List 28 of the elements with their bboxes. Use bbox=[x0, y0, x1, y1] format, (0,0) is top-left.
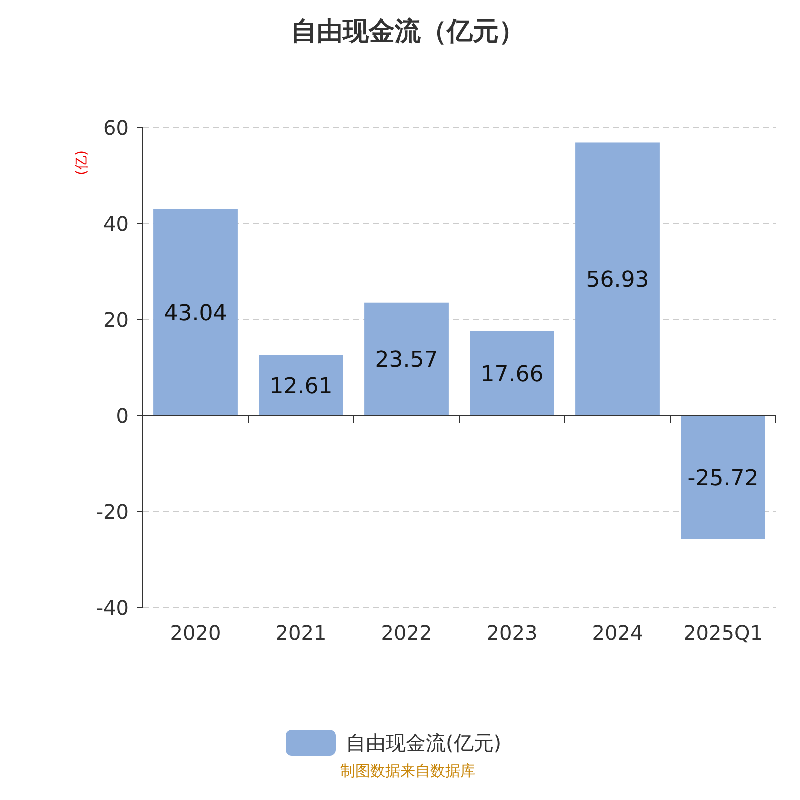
legend-label: 自由现金流(亿元) bbox=[346, 731, 502, 755]
bar bbox=[364, 302, 449, 416]
x-tick-label: 2025Q1 bbox=[684, 621, 763, 645]
data-label: 56.93 bbox=[586, 268, 650, 294]
data-label: -25.72 bbox=[688, 466, 759, 492]
bar bbox=[681, 416, 766, 540]
y-tick-label: 20 bbox=[104, 308, 129, 332]
bar bbox=[576, 142, 660, 416]
x-tick-label: 2024 bbox=[592, 621, 644, 645]
chart-title: 自由现金流（亿元） bbox=[291, 17, 525, 47]
text: 制图数据来自数据库 bbox=[340, 762, 476, 780]
x-tick-label: 2021 bbox=[276, 621, 327, 645]
y-tick-label: -20 bbox=[96, 500, 129, 524]
y-axis-title: (亿) bbox=[74, 150, 90, 176]
x-tick-label: 2023 bbox=[486, 621, 538, 645]
bar bbox=[470, 331, 554, 416]
y-tick-label: 60 bbox=[104, 116, 129, 140]
x-tick-label: 2020 bbox=[170, 621, 222, 645]
y-tick-label: 0 bbox=[116, 404, 129, 428]
data-label: 23.57 bbox=[375, 348, 438, 374]
y-tick-label: -40 bbox=[96, 596, 129, 620]
x-tick-label: 2022 bbox=[381, 621, 432, 645]
y-tick-label: 40 bbox=[104, 212, 129, 236]
data-label: 12.61 bbox=[270, 374, 333, 400]
data-label: 17.66 bbox=[480, 362, 544, 388]
data-label: 43.04 bbox=[164, 301, 228, 326]
bar bbox=[154, 209, 238, 416]
bar bbox=[259, 355, 344, 416]
